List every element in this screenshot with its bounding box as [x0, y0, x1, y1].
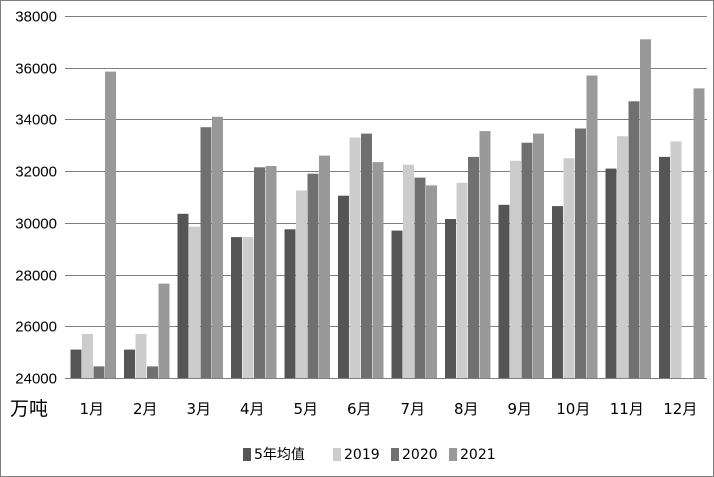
legend: 5年均值 2019 2020 2021 — [243, 447, 496, 463]
bar-2020-4月 — [254, 167, 265, 378]
legend-swatch-5年均值 — [243, 448, 251, 461]
bar-2019-3月 — [189, 226, 200, 378]
bar-2019-6月 — [349, 137, 361, 378]
bar-5年均值-9月 — [498, 204, 510, 378]
bar-2021-11月 — [640, 39, 651, 379]
bar-5年均值-8月 — [445, 219, 456, 378]
x-tick-label: 6月 — [347, 400, 372, 418]
bar-2020-11月 — [628, 101, 640, 379]
bar-2019-10月 — [563, 158, 575, 378]
x-tick-label: 1月 — [80, 400, 105, 418]
x-tick-label: 9月 — [508, 400, 533, 418]
bar-2019-9月 — [510, 160, 521, 378]
y-tick-label: 24000 — [15, 371, 57, 388]
x-axis-ticks: 1月 2月 3月 4月 5月 6月 7月 8月 9月 10月 11月 12月 — [80, 400, 698, 418]
bar-2021-2月 — [158, 283, 170, 378]
gridlines — [65, 16, 707, 379]
y-tick-label: 26000 — [15, 319, 57, 336]
bar-5年均值-6月 — [338, 195, 349, 378]
x-tick-label: 5月 — [294, 400, 319, 418]
bar-2020-5月 — [307, 173, 319, 378]
bar-2021-10月 — [586, 75, 598, 378]
x-tick-label: 7月 — [401, 400, 426, 418]
x-tick-label: 11月 — [610, 400, 644, 418]
legend-swatch-2019 — [333, 448, 341, 461]
legend-label-5年均值: 5年均值 — [254, 447, 305, 463]
bar-5年均值-2月 — [124, 349, 135, 378]
bar-2019-7月 — [403, 164, 414, 378]
bar-2019-4月 — [242, 237, 254, 378]
bar-5年均值-12月 — [659, 156, 670, 378]
legend-label-2019: 2019 — [344, 447, 380, 463]
bar-2020-8月 — [468, 156, 479, 378]
bar-2020-1月 — [93, 366, 105, 378]
bar-2021-12月 — [693, 88, 705, 379]
bar-2021-3月 — [212, 116, 223, 379]
x-tick-label: 12月 — [663, 400, 697, 418]
x-tick-label: 2月 — [133, 400, 158, 418]
bar-5年均值-1月 — [70, 349, 82, 378]
bar-5年均值-3月 — [177, 213, 189, 378]
y-tick-label: 28000 — [15, 268, 57, 285]
bar-5年均值-10月 — [552, 206, 563, 378]
y-axis-ticks: 24000 26000 28000 30000 32000 34000 36000 38000 — [15, 9, 57, 388]
x-tick-label: 10月 — [556, 400, 590, 418]
bar-5年均值-5月 — [284, 229, 296, 378]
bar-2019-8月 — [456, 182, 468, 378]
y-tick-label: 32000 — [15, 164, 57, 181]
bar-2020-6月 — [361, 133, 372, 378]
bar-2021-5月 — [319, 155, 330, 378]
bar-2020-3月 — [200, 127, 212, 378]
bar-5年均值-4月 — [231, 237, 242, 378]
bar-2019-1月 — [82, 334, 93, 378]
legend-swatch-2020 — [391, 448, 399, 461]
bar-2020-7月 — [414, 177, 426, 378]
bar-2020-2月 — [147, 366, 158, 378]
legend-label-2020: 2020 — [402, 447, 438, 463]
bar-2019-12月 — [670, 141, 682, 378]
bar-2021-4月 — [265, 166, 277, 378]
bar-5年均值-11月 — [605, 168, 617, 378]
bar-2021-1月 — [105, 71, 116, 378]
bars — [70, 39, 705, 379]
y-tick-label: 34000 — [15, 112, 57, 129]
x-tick-label: 8月 — [454, 400, 479, 418]
y-axis-unit-label: 万吨 — [10, 398, 48, 420]
bar-2021-7月 — [426, 185, 437, 378]
bar-2021-8月 — [479, 131, 491, 378]
bar-2019-2月 — [135, 334, 147, 378]
bar-5年均值-7月 — [391, 230, 403, 378]
bar-2020-9月 — [521, 142, 533, 378]
legend-label-2021: 2021 — [460, 447, 496, 463]
x-tick-label: 4月 — [240, 400, 265, 418]
bar-2020-10月 — [575, 128, 586, 378]
bar-2021-6月 — [372, 162, 384, 378]
bar-2021-9月 — [533, 133, 544, 378]
bar-2019-11月 — [617, 136, 628, 378]
x-tick-label: 3月 — [187, 400, 212, 418]
y-tick-label: 38000 — [15, 9, 57, 26]
y-tick-label: 30000 — [15, 216, 57, 233]
bar-2019-5月 — [296, 190, 307, 378]
y-tick-label: 36000 — [15, 61, 57, 78]
legend-swatch-2021 — [449, 448, 457, 461]
